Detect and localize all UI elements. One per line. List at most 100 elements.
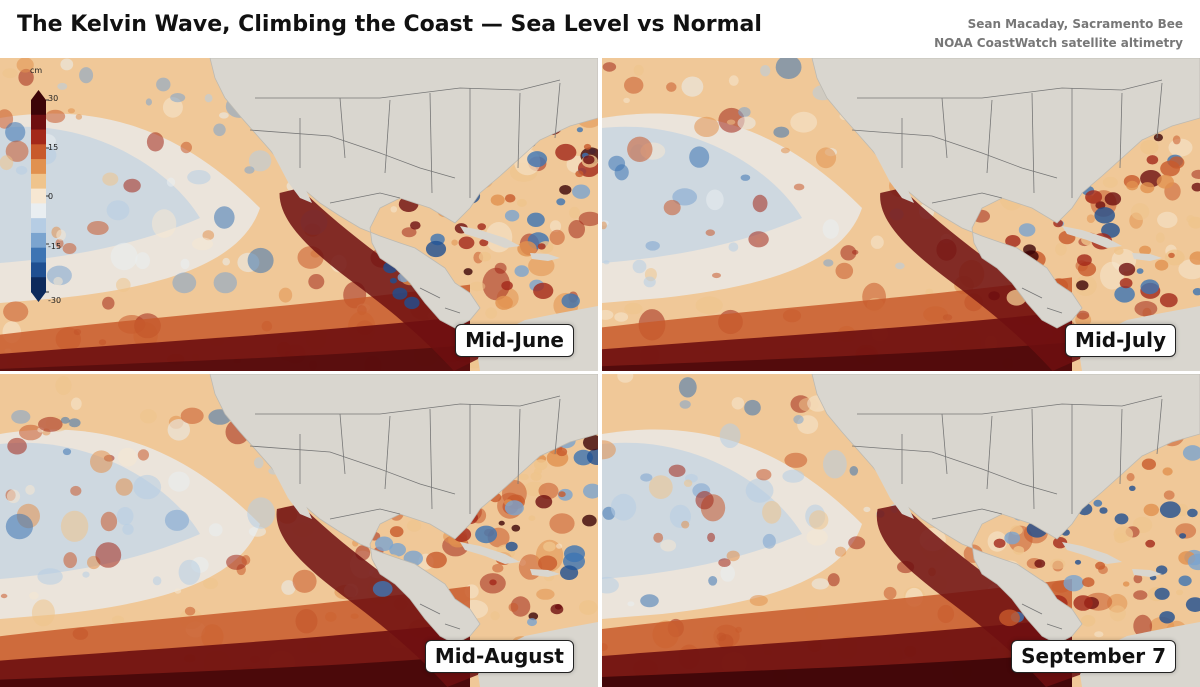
anomaly-blob [253,457,264,469]
anomaly-blob [695,296,723,315]
coastal-wave-band [880,188,1082,371]
anomaly-blob [1140,182,1155,194]
anomaly-blob [556,198,566,206]
anomaly-blob [62,243,77,254]
anomaly-blob [1005,235,1021,248]
kelvin-wave-core [602,653,1072,687]
anomaly-blob [55,376,72,396]
anomaly-blob [115,478,133,496]
anomaly-blob [561,293,580,309]
anomaly-blob [1146,155,1159,165]
anomaly-blob [1055,242,1067,256]
credits: Sean Macaday, Sacramento Bee NOAA CoastW… [934,15,1183,53]
anomaly-blob [740,174,751,181]
anomaly-blob [514,265,529,277]
anomaly-blob [790,111,818,133]
border-line [1031,408,1035,510]
anomaly-blob [156,77,171,92]
anomaly-blob [5,122,26,143]
anomaly-blob [208,523,223,537]
anomaly-blob [226,554,247,570]
anomaly-blob [556,447,568,457]
anomaly-blob [575,170,584,178]
baja-peninsula [268,454,312,519]
anomaly-blob [1076,310,1090,320]
anomaly-blob [1163,490,1175,500]
author-credit: Sean Macaday, Sacramento Bee [967,17,1183,31]
anomaly-blob [67,108,75,114]
anomaly-blob [1168,138,1193,157]
legend-swatch [31,203,46,219]
anomaly-blob [728,75,739,86]
anomaly-blob [517,241,537,257]
anomaly-blob [809,510,829,530]
anomaly-blob [668,464,686,477]
anomaly-blob [560,565,579,580]
anomaly-blob [1159,611,1175,624]
anomaly-blob [401,227,417,238]
anomaly-blob [214,206,235,229]
panel-date-label: Mid-August [424,640,574,673]
anomaly-blob [835,262,854,280]
anomaly-blob [895,262,905,270]
anomaly-blob [993,538,1006,548]
anomaly-blob [550,604,564,615]
anomaly-blob [1133,574,1143,584]
anomaly-blob [116,277,131,293]
kelvin-wave-core [0,344,470,371]
anomaly-blob [1018,223,1036,237]
anomaly-blob [543,541,556,552]
anomaly-blob [0,155,14,171]
legend-swatch [31,218,46,234]
legend-arrow-top [31,90,46,100]
anomaly-blob [38,416,63,432]
border-line [517,408,521,485]
sea-level-map [0,374,598,687]
anomaly-blob [1134,301,1158,317]
legend-colorbar [31,90,49,302]
anomaly-blob [708,576,718,586]
anomaly-blob [1073,595,1093,611]
anomaly-blob [392,287,408,300]
cool-anomaly-region [602,126,802,263]
anomaly-blob [999,609,1020,627]
hispaniola-land [1132,253,1162,261]
anomaly-blob [1114,533,1128,544]
anomaly-blob [1049,558,1066,570]
anomaly-blob [780,147,790,154]
anomaly-blob [490,194,505,206]
legend-swatch [31,144,46,160]
anomaly-blob [29,591,39,600]
anomaly-blob [162,97,183,118]
anomaly-blob [62,448,72,456]
map-panel-3: September 7 [602,374,1200,687]
border-line [1156,82,1163,139]
anomaly-blob [712,272,721,279]
anomaly-blob [582,514,597,527]
anomaly-blob [95,542,122,568]
anomaly-blob [390,206,398,213]
border-line [444,623,461,630]
anomaly-blob [527,212,545,227]
anomaly-blob [1157,211,1178,228]
anomaly-blob [203,577,219,590]
anomaly-blob [988,291,1000,301]
anomaly-blob [537,243,546,250]
map-panel-2: Mid-August [0,374,598,687]
anomaly-blob [1164,249,1185,266]
anomaly-blob [504,209,520,222]
border-line [1119,92,1123,169]
legend-swatch [31,114,46,131]
anomaly-blob [60,58,74,71]
anomaly-blob [538,482,559,500]
anomaly-blob [1156,565,1168,575]
anomaly-blob [640,594,659,608]
anomaly-blob [1191,182,1200,192]
anomaly-blob [490,611,500,621]
anomaly-blob [222,257,230,266]
border-line [986,99,993,174]
anomaly-blob [648,475,673,499]
anomaly-blob [870,235,884,249]
anomaly-blob [53,276,63,286]
cuba-land [460,542,520,564]
